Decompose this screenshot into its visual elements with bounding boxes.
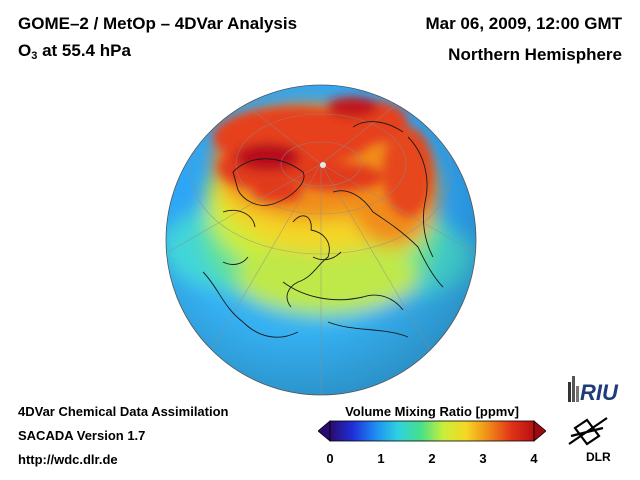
dlr-logo-text: DLR xyxy=(586,450,611,464)
ozone-field xyxy=(166,85,476,395)
pressure-level: at 55.4 hPa xyxy=(37,41,131,60)
pole-marker xyxy=(320,162,326,168)
colorbar xyxy=(318,420,546,442)
graticule xyxy=(167,86,475,395)
footer-link[interactable]: http://wdc.dlr.de xyxy=(18,452,118,467)
colorbar-gradient xyxy=(329,420,535,442)
map-title: GOME–2 / MetOp – 4DVar Analysis xyxy=(18,14,298,33)
species-symbol: O xyxy=(18,41,32,60)
map-subtitle: O3 at 55.4 hPa xyxy=(18,41,131,62)
colorbar-tick-0: 0 xyxy=(326,451,334,466)
colorbar-high-arrow xyxy=(533,420,546,442)
region-label: Northern Hemisphere xyxy=(448,45,622,64)
riu-logo: RIU xyxy=(568,376,619,405)
colorbar-tick-1: 1 xyxy=(377,451,385,466)
footer-line-2: SACADA Version 1.7 xyxy=(18,428,146,443)
coastlines xyxy=(202,121,444,338)
analysis-date: Mar 06, 2009, 12:00 GMT xyxy=(425,14,622,33)
colorbar-low-arrow xyxy=(318,420,331,442)
footer-line-1: 4DVar Chemical Data Assimilation xyxy=(18,404,229,419)
globe-map xyxy=(165,84,477,396)
colorbar-tick-4: 4 xyxy=(530,451,538,466)
colorbar-title: Volume Mixing Ratio [ppmv] xyxy=(345,404,519,419)
colorbar-tick-3: 3 xyxy=(479,451,487,466)
dlr-logo-icon xyxy=(568,417,608,446)
riu-logo-text: RIU xyxy=(580,380,619,405)
species-subscript: 3 xyxy=(31,50,38,62)
colorbar-tick-2: 2 xyxy=(428,451,436,466)
